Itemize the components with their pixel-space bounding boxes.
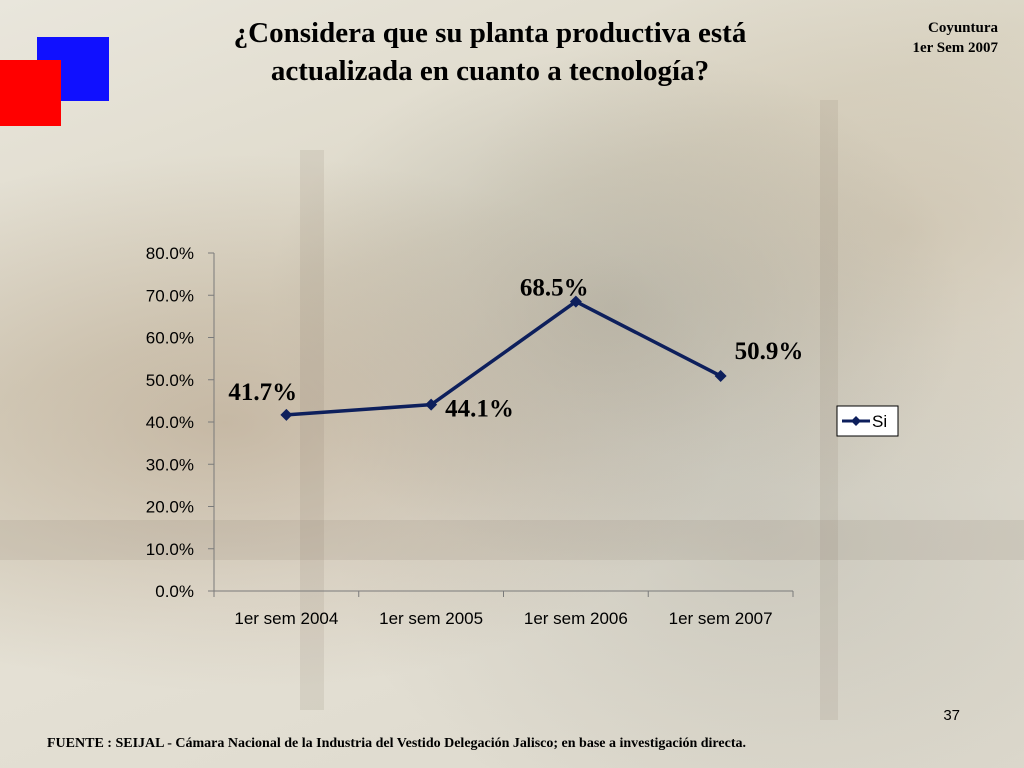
period-label-line-1: Coyuntura xyxy=(927,20,998,36)
y-tick-label: 80.0% xyxy=(146,244,194,263)
x-tick-label: 1er sem 2004 xyxy=(234,609,338,628)
title-line-2: actualizada en cuanto a tecnología? xyxy=(270,55,710,87)
legend-marker xyxy=(851,416,861,426)
x-tick-label: 1er sem 2007 xyxy=(669,609,773,628)
data-label: 41.7% xyxy=(228,379,297,406)
y-tick-label: 60.0% xyxy=(146,329,194,348)
data-point-marker xyxy=(569,295,582,308)
x-tick-label: 1er sem 2006 xyxy=(524,609,628,628)
data-label: 50.9% xyxy=(735,338,804,365)
period-label-line-2: 1er Sem 2007 xyxy=(912,40,998,56)
data-label: 44.1% xyxy=(445,396,514,423)
y-tick-label: 50.0% xyxy=(146,371,194,390)
slide-title: ¿Considera que su planta productiva está… xyxy=(170,14,810,90)
y-tick-label: 10.0% xyxy=(146,540,194,559)
y-tick-label: 0.0% xyxy=(155,582,194,601)
x-tick-label: 1er sem 2005 xyxy=(379,609,483,628)
data-point-marker xyxy=(714,369,727,382)
data-point-marker xyxy=(280,408,293,421)
title-line-1: ¿Considera que su planta productiva está xyxy=(233,17,747,49)
page-number: 37 xyxy=(943,707,960,724)
series-line xyxy=(286,299,722,417)
data-label: 68.5% xyxy=(520,275,589,302)
y-tick-label: 20.0% xyxy=(146,498,194,517)
source-note: FUENTE : SEIJAL - Cámara Nacional de la … xyxy=(47,736,746,751)
legend-label: Si xyxy=(872,412,887,431)
red-square-decoration xyxy=(0,60,61,126)
y-tick-label: 30.0% xyxy=(146,455,194,474)
data-point-marker xyxy=(425,398,438,411)
y-tick-label: 70.0% xyxy=(146,286,194,305)
period-label: Coyuntura 1er Sem 2007 xyxy=(912,18,998,58)
y-tick-label: 40.0% xyxy=(146,413,194,432)
